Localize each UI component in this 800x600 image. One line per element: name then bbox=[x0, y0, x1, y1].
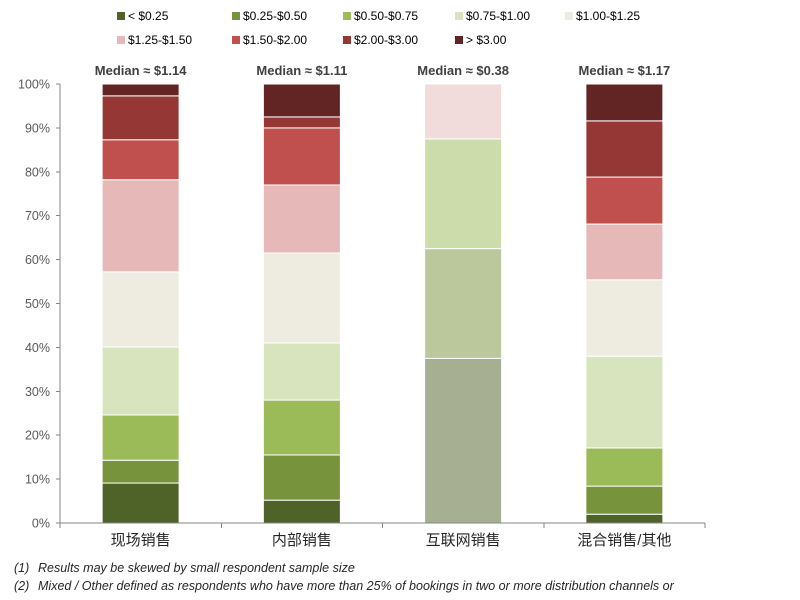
bar-segment bbox=[424, 248, 503, 359]
legend-swatch bbox=[455, 12, 463, 20]
legend-label: $0.75-$1.00 bbox=[466, 9, 530, 23]
median-label: Median ≈ $1.14 bbox=[95, 63, 187, 78]
legend-item: $1.00-$1.25 bbox=[565, 9, 640, 23]
bar-stack bbox=[585, 83, 664, 524]
bar-segment bbox=[585, 513, 664, 524]
bar-segment bbox=[585, 120, 664, 178]
y-tick-label: 10% bbox=[25, 473, 50, 487]
bar-segment bbox=[262, 127, 341, 186]
bar-segment bbox=[585, 279, 664, 357]
median-label: Median ≈ $0.38 bbox=[417, 63, 509, 78]
bar-segment bbox=[424, 83, 503, 140]
stacked-bar-chart: < $0.25 $0.25-$0.50 $0.50-$0.75 $0.75-$1.00… bbox=[18, 9, 706, 549]
footnote-marker: (2) bbox=[14, 579, 30, 593]
legend-swatch bbox=[343, 36, 351, 44]
y-tick-label: 50% bbox=[25, 297, 50, 311]
legend-swatch bbox=[232, 12, 240, 20]
y-tick-label: 80% bbox=[25, 165, 50, 179]
legend-swatch bbox=[565, 12, 573, 20]
x-tick-label: 内部销售 bbox=[272, 532, 332, 549]
legend-label: $1.50-$2.00 bbox=[243, 33, 307, 47]
bar-stack bbox=[262, 83, 341, 524]
bar-segment bbox=[101, 346, 180, 416]
bar-segment bbox=[101, 482, 180, 524]
legend-item: > $3.00 bbox=[455, 33, 507, 47]
legend-swatch bbox=[455, 36, 463, 44]
bar-segment bbox=[585, 485, 664, 515]
median-label: Median ≈ $1.11 bbox=[256, 63, 347, 78]
y-tick-label: 40% bbox=[25, 341, 50, 355]
bar-segment bbox=[101, 271, 180, 348]
bar-segment bbox=[585, 83, 664, 122]
y-tick-label: 70% bbox=[25, 209, 50, 223]
legend-label: > $3.00 bbox=[466, 33, 507, 47]
y-tick-label: 20% bbox=[25, 429, 50, 443]
bar-segment bbox=[585, 176, 664, 225]
bar-segment bbox=[262, 399, 341, 456]
y-tick-label: 90% bbox=[25, 121, 50, 135]
bar-segment bbox=[262, 252, 341, 344]
legend-item: $0.75-$1.00 bbox=[455, 9, 530, 23]
x-tick-label: 现场销售 bbox=[111, 532, 171, 549]
legend-item: $1.25-$1.50 bbox=[117, 33, 192, 47]
bar-segment bbox=[585, 447, 664, 487]
legend-label: $0.25-$0.50 bbox=[243, 9, 307, 23]
bar-segment bbox=[262, 83, 341, 118]
bar-segment bbox=[101, 95, 180, 141]
bar-segment bbox=[424, 138, 503, 250]
footnote: (1) Results may be skewed by small respo… bbox=[14, 559, 674, 577]
legend-label: $1.00-$1.25 bbox=[576, 9, 640, 23]
legend-item: $1.50-$2.00 bbox=[232, 33, 307, 47]
median-annotations: Median ≈ $1.14 Median ≈ $1.11 Median ≈ $0.… bbox=[95, 63, 670, 78]
bar-segment bbox=[101, 179, 180, 273]
y-tick-label: 0% bbox=[32, 517, 50, 531]
legend-item: $2.00-$3.00 bbox=[343, 33, 418, 47]
footnotes: (1) Results may be skewed by small respo… bbox=[14, 559, 674, 595]
footnote: (2) Mixed / Other defined as respondents… bbox=[14, 577, 674, 595]
legend-swatch bbox=[117, 12, 125, 20]
bar-segment bbox=[262, 116, 341, 129]
x-axis: 现场销售 内部销售 互联网销售 混合销售/其他 bbox=[59, 522, 706, 549]
legend-item: < $0.25 bbox=[117, 9, 169, 23]
bar-segment bbox=[262, 342, 341, 401]
bar-stack bbox=[424, 83, 503, 524]
bar-segment bbox=[585, 223, 664, 281]
bar-segment bbox=[262, 184, 341, 254]
legend-swatch bbox=[343, 12, 351, 20]
legend: < $0.25 $0.25-$0.50 $0.50-$0.75 $0.75-$1.00… bbox=[117, 9, 640, 47]
legend-label: $2.00-$3.00 bbox=[354, 33, 418, 47]
legend-label: < $0.25 bbox=[128, 9, 169, 23]
y-tick-label: 30% bbox=[25, 385, 50, 399]
y-axis: 0% 10% 20% 30% 40% 50% 60% 70% 80% 90% 100% bbox=[18, 78, 61, 531]
bar-stack bbox=[101, 83, 180, 524]
bar-segment bbox=[424, 357, 503, 524]
footnote-text: Mixed / Other defined as respondents who… bbox=[38, 579, 674, 593]
x-tick-label: 互联网销售 bbox=[426, 532, 501, 549]
footnote-text: Results may be skewed by small responden… bbox=[38, 561, 355, 575]
y-tick-label: 100% bbox=[18, 78, 50, 92]
bar-segment bbox=[101, 414, 180, 461]
bar-segment bbox=[101, 139, 180, 181]
legend-item: $0.50-$0.75 bbox=[343, 9, 418, 23]
legend-label: $1.25-$1.50 bbox=[128, 33, 192, 47]
median-label: Median ≈ $1.17 bbox=[579, 63, 671, 78]
bars bbox=[101, 83, 664, 524]
bar-segment bbox=[585, 355, 664, 449]
x-tick-label: 混合销售/其他 bbox=[577, 532, 671, 549]
legend-label: $0.50-$0.75 bbox=[354, 9, 418, 23]
bar-segment bbox=[262, 499, 341, 524]
footnote-marker: (1) bbox=[14, 561, 30, 575]
bar-segment bbox=[262, 454, 341, 501]
y-tick-label: 60% bbox=[25, 253, 50, 267]
legend-swatch bbox=[117, 36, 125, 44]
legend-item: $0.25-$0.50 bbox=[232, 9, 307, 23]
legend-swatch bbox=[232, 36, 240, 44]
bar-segment bbox=[101, 83, 180, 97]
bar-segment bbox=[101, 459, 180, 484]
